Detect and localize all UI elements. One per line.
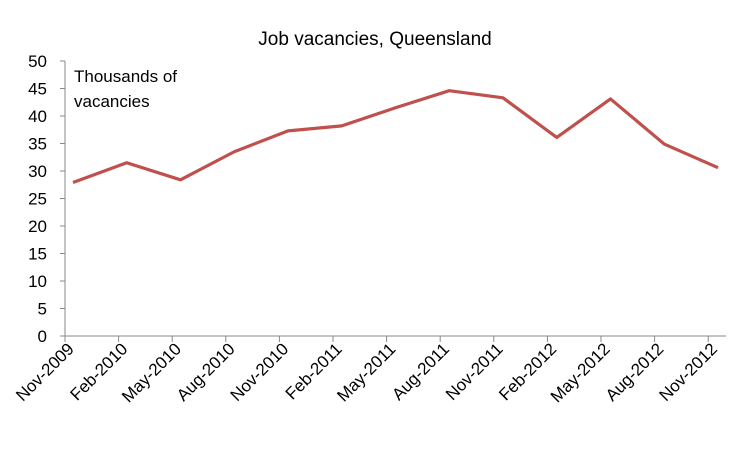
x-tick-label: Nov-2011	[442, 339, 507, 404]
x-tick-label: Nov-2009	[12, 339, 78, 405]
x-tick-label: Aug-2010	[173, 339, 239, 405]
y-axis-label-line-1: Thousands of	[74, 67, 177, 86]
x-tick-label: May-2012	[547, 339, 614, 406]
y-tick-label: 25	[28, 190, 47, 209]
y-tick-label: 45	[28, 80, 47, 99]
y-tick-label: 10	[28, 272, 47, 291]
y-tick-label: 0	[38, 327, 47, 346]
x-tick-label: May-2011	[333, 339, 399, 405]
y-tick-label: 50	[28, 52, 47, 71]
y-axis-label-line-2: vacancies	[74, 92, 150, 111]
y-tick-label: 35	[28, 135, 47, 154]
series-line	[73, 91, 718, 183]
y-tick-label: 20	[28, 217, 47, 236]
x-tick-label: Aug-2012	[602, 339, 668, 405]
chart-title: Job vacancies, Queensland	[258, 29, 491, 50]
y-tick-label: 40	[28, 107, 47, 126]
x-tick-label: Nov-2010	[227, 339, 293, 405]
x-tick-label: Nov-2012	[655, 339, 721, 405]
x-tick-label: May-2010	[118, 339, 185, 406]
y-tick-label: 5	[38, 300, 47, 319]
x-tick-label: Aug-2011	[388, 339, 453, 404]
y-tick-label: 30	[28, 162, 47, 181]
y-tick-label: 15	[28, 245, 47, 264]
